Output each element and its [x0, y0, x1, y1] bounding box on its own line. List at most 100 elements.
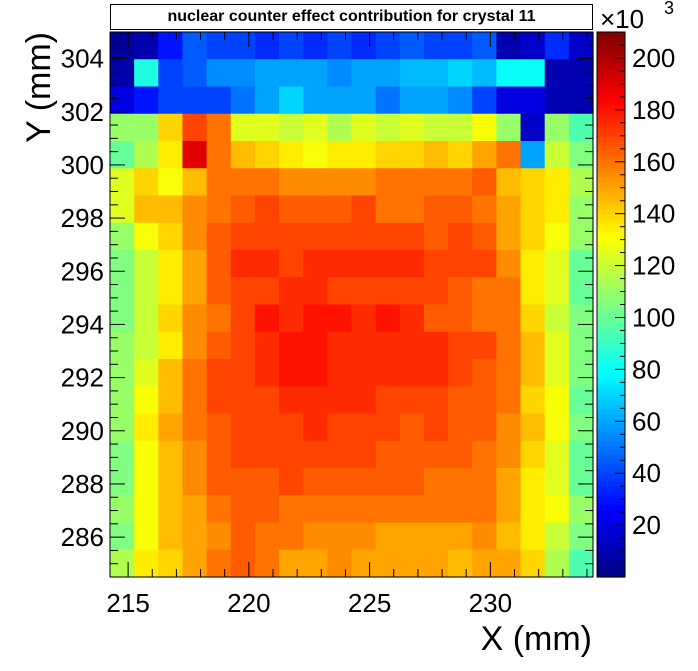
color-scale-band — [597, 431, 625, 437]
heatmap-cell — [423, 359, 449, 387]
heatmap-cell — [158, 141, 184, 169]
heatmap-cell — [399, 86, 425, 115]
heatmap-cell — [254, 495, 280, 524]
color-scale-band — [597, 227, 625, 233]
heatmap-cell — [254, 549, 280, 578]
color-scale-band — [597, 354, 625, 360]
color-scale-tick-label: 40 — [632, 458, 661, 488]
y-tick-label: 296 — [61, 256, 104, 286]
heatmap-cell — [351, 59, 377, 88]
color-scale-band — [597, 190, 625, 197]
heatmap-cell — [351, 468, 377, 496]
heatmap-cell — [399, 468, 425, 496]
heatmap-cell — [110, 495, 135, 524]
heatmap-cell — [399, 359, 425, 387]
color-scale-band — [597, 540, 625, 546]
color-scale-band — [597, 363, 625, 369]
heatmap-cell — [134, 331, 159, 360]
heatmap-cell — [351, 331, 377, 360]
heatmap-cell — [448, 495, 473, 524]
heatmap-cell — [375, 59, 401, 88]
color-scale-band — [597, 213, 625, 219]
color-scale-band — [597, 81, 625, 88]
color-scale-band — [597, 218, 625, 224]
heatmap-cell — [182, 440, 208, 469]
color-scale-band — [597, 313, 625, 319]
heatmap-cell — [279, 141, 304, 169]
heatmap-cell — [182, 250, 208, 278]
heatmap-cell — [568, 86, 594, 115]
heatmap-cell — [230, 195, 256, 224]
color-scale-band — [597, 32, 625, 38]
heatmap-cell — [279, 522, 304, 551]
heatmap-cell — [230, 331, 256, 360]
heatmap-cell — [303, 113, 328, 142]
heatmap-cell — [351, 141, 377, 169]
color-scale-band — [597, 399, 625, 406]
color-scale-band — [597, 345, 625, 351]
heatmap-cell — [254, 304, 280, 333]
color-scale-band — [597, 336, 625, 342]
color-scale-band — [597, 445, 625, 451]
color-scale-band — [597, 413, 625, 419]
y-tick-label: 290 — [61, 416, 104, 446]
color-scale-band — [597, 408, 625, 415]
color-scale-band — [597, 181, 625, 188]
color-scale-band — [597, 95, 625, 101]
heatmap-cell — [230, 522, 256, 551]
heatmap-cell — [327, 495, 353, 524]
heatmap-cell — [448, 32, 473, 60]
heatmap-cell — [327, 168, 353, 197]
color-scale-band — [597, 318, 625, 324]
color-scale-band — [597, 290, 625, 297]
heatmap-cell — [182, 304, 208, 333]
heatmap-cell — [303, 468, 328, 496]
heatmap-cell — [303, 386, 328, 415]
heatmap-cell — [520, 386, 546, 415]
heatmap-cell — [472, 468, 497, 496]
heatmap-cell — [496, 549, 522, 578]
heatmap-cell — [568, 250, 594, 278]
heatmap-cell — [448, 359, 473, 387]
heatmap-cell — [375, 195, 401, 224]
heatmap-cell — [351, 250, 377, 278]
heatmap-cell — [472, 32, 497, 60]
color-scale-band — [597, 427, 625, 433]
heatmap-cell — [230, 468, 256, 496]
heatmap-cell — [568, 495, 594, 524]
heatmap-cell — [423, 386, 449, 415]
heatmap-cell — [351, 549, 377, 578]
color-scale-tick-label: 100 — [632, 302, 675, 332]
heatmap-cell — [351, 359, 377, 387]
color-scale-band — [597, 299, 625, 306]
heatmap-cell — [182, 331, 208, 360]
heatmap-cell — [134, 141, 159, 169]
heatmap-cell — [206, 113, 232, 142]
heatmap-cell — [327, 522, 353, 551]
color-scale-band — [597, 440, 625, 446]
color-scale-band — [597, 245, 625, 251]
heatmap-cell — [254, 250, 280, 278]
heatmap-cell — [134, 113, 159, 142]
heatmap-cell — [327, 440, 353, 469]
heatmap-cell — [423, 59, 449, 88]
heatmap-cell — [520, 86, 546, 115]
heatmap-cell — [158, 304, 184, 333]
heatmap-cell — [158, 549, 184, 578]
heatmap-cell — [351, 195, 377, 224]
heatmap-cell — [182, 549, 208, 578]
heatmap-cell — [448, 304, 473, 333]
heatmap-cell — [472, 222, 497, 251]
heatmap-cell — [544, 549, 570, 578]
heatmap-cell — [496, 359, 522, 387]
color-scale-band — [597, 549, 625, 555]
heatmap-cell — [375, 304, 401, 333]
heatmap-cell — [568, 113, 594, 142]
heatmap-cell — [472, 59, 497, 88]
heatmap-cell — [399, 331, 425, 360]
heatmap-cell — [110, 277, 135, 306]
heatmap-cell — [520, 141, 546, 169]
heatmap-cell — [327, 222, 353, 251]
heatmap-cell — [375, 549, 401, 578]
color-scale-band — [597, 504, 625, 510]
